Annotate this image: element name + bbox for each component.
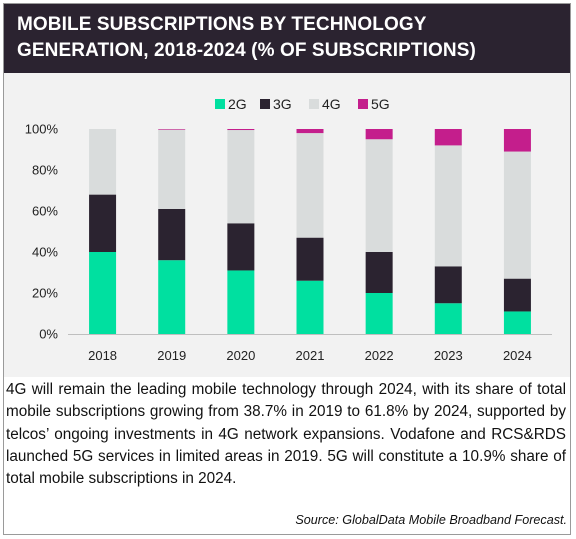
legend-label-3g: 3G	[273, 96, 292, 112]
bar-segment-3g-2020	[227, 223, 255, 271]
bar-segment-3g-2024	[503, 278, 531, 312]
x-tick-label: 2022	[365, 348, 394, 363]
y-tick-label: 40%	[32, 245, 58, 260]
bar-segment-3g-2021	[296, 237, 324, 281]
bar-segment-5g-2022	[365, 129, 393, 140]
legend-label-2g: 2G	[228, 96, 247, 112]
bar-segment-3g-2019	[158, 208, 186, 261]
bar-segment-3g-2022	[365, 252, 393, 293]
bar-segment-5g-2024	[503, 129, 531, 152]
y-tick-label: 60%	[32, 204, 58, 219]
bar-segment-2g-2018	[89, 252, 117, 334]
y-tick-label: 100%	[25, 122, 59, 137]
x-tick-label: 2018	[88, 348, 117, 363]
bar-segment-4g-2022	[365, 139, 393, 252]
bar-segment-2g-2020	[227, 270, 255, 334]
bar-segment-5g-2023	[434, 129, 462, 146]
bar-segment-2g-2024	[503, 311, 531, 334]
bar-segment-4g-2019	[158, 129, 186, 209]
bar-segment-5g-2021	[296, 129, 324, 134]
bar-segment-3g-2023	[434, 266, 462, 304]
bar-segment-3g-2018	[89, 194, 117, 252]
legend-swatch-3g	[260, 99, 270, 109]
y-tick-label: 0%	[39, 327, 58, 342]
bar-segment-4g-2018	[89, 129, 117, 195]
description-text: 4G will remain the leading mobile techno…	[6, 381, 566, 488]
bar-segment-2g-2021	[296, 280, 324, 334]
title-bar: MOBILE SUBSCRIPTIONS BY TECHNOLOGY GENER…	[4, 4, 570, 73]
bar-segment-5g-2019	[158, 129, 186, 130]
x-tick-label: 2019	[157, 348, 186, 363]
x-tick-label: 2021	[296, 348, 325, 363]
legend-swatch-4g	[309, 99, 319, 109]
legend-swatch-5g	[358, 99, 368, 109]
legend-swatch-2g	[215, 99, 225, 109]
bar-segment-4g-2021	[296, 133, 324, 238]
y-tick-label: 20%	[32, 286, 58, 301]
y-tick-label: 80%	[32, 163, 58, 178]
x-tick-label: 2024	[503, 348, 532, 363]
bar-segment-5g-2020	[227, 129, 255, 131]
source-note: Source: GlobalData Mobile Broadband Fore…	[295, 513, 567, 527]
bar-segment-2g-2022	[365, 293, 393, 334]
x-tick-label: 2020	[226, 348, 255, 363]
bar-segment-4g-2024	[503, 151, 531, 279]
bar-segment-4g-2020	[227, 130, 255, 224]
chart-card: MOBILE SUBSCRIPTIONS BY TECHNOLOGY GENER…	[3, 3, 571, 535]
chart-title: MOBILE SUBSCRIPTIONS BY TECHNOLOGY GENER…	[17, 14, 476, 61]
bar-segment-2g-2019	[158, 260, 186, 334]
legend-label-5g: 5G	[371, 96, 390, 112]
x-tick-label: 2023	[434, 348, 463, 363]
stacked-bar-chart: 0% 20% 40% 60% 80% 100% 2018 2019 2020 2021 2022 20…	[25, 96, 552, 363]
bar-segment-2g-2023	[434, 303, 462, 334]
chart-area: 0% 20% 40% 60% 80% 100% 2018 2019 2020 2021 2022 20…	[4, 73, 570, 377]
legend-label-4g: 4G	[322, 96, 341, 112]
bar-segment-4g-2023	[434, 145, 462, 267]
